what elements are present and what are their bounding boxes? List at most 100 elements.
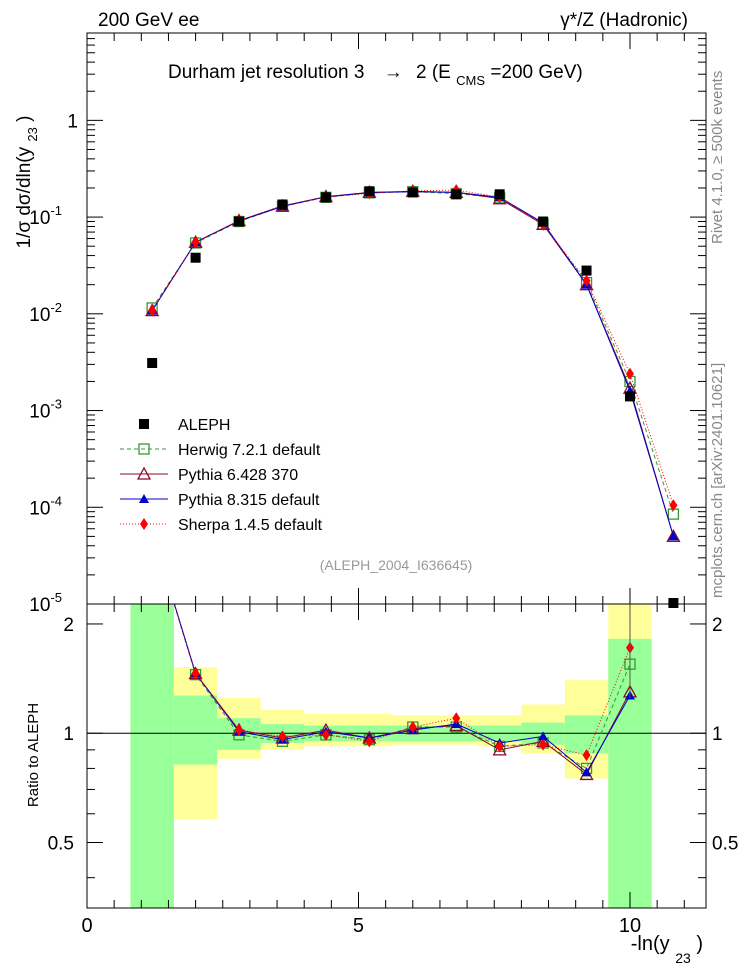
ratio-point-3 xyxy=(539,738,548,751)
rivet-label: Rivet 4.1.0, ≥ 500k events xyxy=(709,71,726,244)
mc-point-3 xyxy=(191,236,200,249)
legend-item: Pythia 6.428 370 xyxy=(120,466,298,484)
legend: ALEPH Herwig 7.2.1 default Pythia 6.428 37… xyxy=(120,417,323,534)
y-tick-label: 10-5 xyxy=(29,590,62,616)
ratio-point-3 xyxy=(408,721,417,734)
legend-marker xyxy=(136,466,152,480)
ratio-point-2 xyxy=(147,526,157,535)
data-point xyxy=(277,199,288,210)
y-tick-label: 10-3 xyxy=(29,397,62,423)
mc-line-1 xyxy=(151,190,674,537)
main-series-layer xyxy=(145,183,681,543)
mc-point-2 xyxy=(668,531,679,541)
ratio-tick-label-left: 1 xyxy=(63,724,74,745)
header-left-label: 200 GeV ee xyxy=(98,10,199,31)
data-point xyxy=(320,192,331,203)
x-axis-label-tail: ) xyxy=(696,933,703,955)
y-tick-label-exp: -2 xyxy=(50,300,62,315)
ratio-point-3 xyxy=(582,749,591,762)
y-tick-label: 10-4 xyxy=(29,493,62,519)
plot-title-after: 2 (E xyxy=(416,62,451,83)
ratio-point-2 xyxy=(538,731,549,741)
legend-item: Sherpa 1.4.5 default xyxy=(120,517,323,534)
ratio-line-2 xyxy=(173,604,631,774)
ratio-point-1 xyxy=(492,742,507,756)
data-point xyxy=(147,358,158,369)
x-tick-label: 0 xyxy=(81,915,92,937)
mc-line-0 xyxy=(151,191,674,515)
ratio-point-3 xyxy=(365,735,374,748)
legend-label: Herwig 7.2.1 default xyxy=(178,442,321,459)
y-tick-label-exp: -3 xyxy=(50,397,62,412)
y-tick-label-base: 10 xyxy=(29,208,50,229)
legend-label: Pythia 8.315 default xyxy=(178,492,320,509)
legend-marker xyxy=(140,518,148,530)
ratio-point-3 xyxy=(191,667,200,680)
ratio-point-3 xyxy=(235,724,244,737)
ratio-tick-label-right: 2 xyxy=(712,615,723,636)
mc-point-3 xyxy=(582,274,591,287)
data-point xyxy=(624,391,635,402)
y-tick-label: 1 xyxy=(67,111,78,132)
ratio-tick-label-left: 2 xyxy=(63,615,74,636)
plot-title: Durham jet resolution 3 → 2 (E CMS =200 … xyxy=(168,62,583,90)
y-tick-label: 10-1 xyxy=(29,203,62,229)
mc-point-1 xyxy=(579,277,594,291)
mc-point-3 xyxy=(148,304,157,317)
data-point xyxy=(451,189,462,200)
ratio-band-inner xyxy=(173,695,218,765)
ratio-series-layer xyxy=(146,525,638,781)
plot-title-sub: CMS xyxy=(456,73,485,88)
y-tick-label-base: 10 xyxy=(29,305,50,326)
ratio-tick-label-left: 0.5 xyxy=(48,833,74,854)
mc-point-3 xyxy=(669,499,678,512)
ratio-band-inner xyxy=(564,715,609,754)
legend-item: Pythia 8.315 default xyxy=(120,492,320,509)
ratio-tick-label-right: 0.5 xyxy=(712,833,738,854)
ratio-point-3 xyxy=(495,740,504,753)
x-tick-label: 10 xyxy=(619,915,641,937)
data-point xyxy=(407,187,418,198)
ratio-band-inner xyxy=(130,604,174,908)
legend-label: ALEPH xyxy=(178,417,230,434)
y-tick-label: 10-2 xyxy=(29,300,62,326)
data-point xyxy=(190,252,201,263)
legend-item: Herwig 7.2.1 default xyxy=(120,442,321,459)
y-tick-label-base: 10 xyxy=(29,595,50,616)
mc-point-3 xyxy=(625,367,634,380)
data-point xyxy=(668,598,679,608)
mcplots-label: mcplots.cern.ch [arXiv:2401.10621] xyxy=(709,363,726,598)
y-tick-label-base: 10 xyxy=(29,402,50,423)
ratio-y-axis-label: Ratio to ALEPH xyxy=(25,703,42,807)
main-panel: 110-110-210-310-410-5 xyxy=(29,32,707,616)
y-axis-label-tail: ) xyxy=(14,116,35,122)
plot-title-main: Durham jet resolution 3 xyxy=(168,62,364,83)
ratio-point-0 xyxy=(147,526,157,536)
y-tick-label-exp: -5 xyxy=(50,590,62,605)
plot-title-arrow: → xyxy=(384,62,403,83)
ratio-point-3 xyxy=(321,728,330,741)
ratio-line-1 xyxy=(173,604,631,776)
ratio-point-3 xyxy=(148,525,156,537)
data-point xyxy=(234,216,245,227)
data-point xyxy=(494,189,505,200)
analysis-watermark: (ALEPH_2004_I636645) xyxy=(320,557,473,573)
y-axis-label-main: 1/σ dσ/dln(y xyxy=(14,146,35,248)
data-point xyxy=(364,186,375,197)
legend-marker xyxy=(139,419,149,429)
y-axis-label-sub: 23 xyxy=(25,127,40,141)
data-point xyxy=(538,216,549,227)
ratio-point-2 xyxy=(581,767,592,777)
x-tick-label: 5 xyxy=(353,915,364,937)
mc-point-1 xyxy=(666,529,681,543)
ratio-panel: 0 5 10 2 2 1 1 0.5 0.5 xyxy=(48,525,738,937)
ratio-point-1 xyxy=(146,525,158,536)
legend-marker xyxy=(138,443,150,455)
mc-line-2 xyxy=(151,191,674,537)
x-axis-label: -ln(y 23 ) xyxy=(631,933,703,968)
y-tick-label-exp: -4 xyxy=(50,493,62,508)
x-axis-label-sub: 23 xyxy=(675,950,691,966)
legend-item: ALEPH xyxy=(139,417,230,434)
ratio-panel-frame xyxy=(86,603,707,909)
